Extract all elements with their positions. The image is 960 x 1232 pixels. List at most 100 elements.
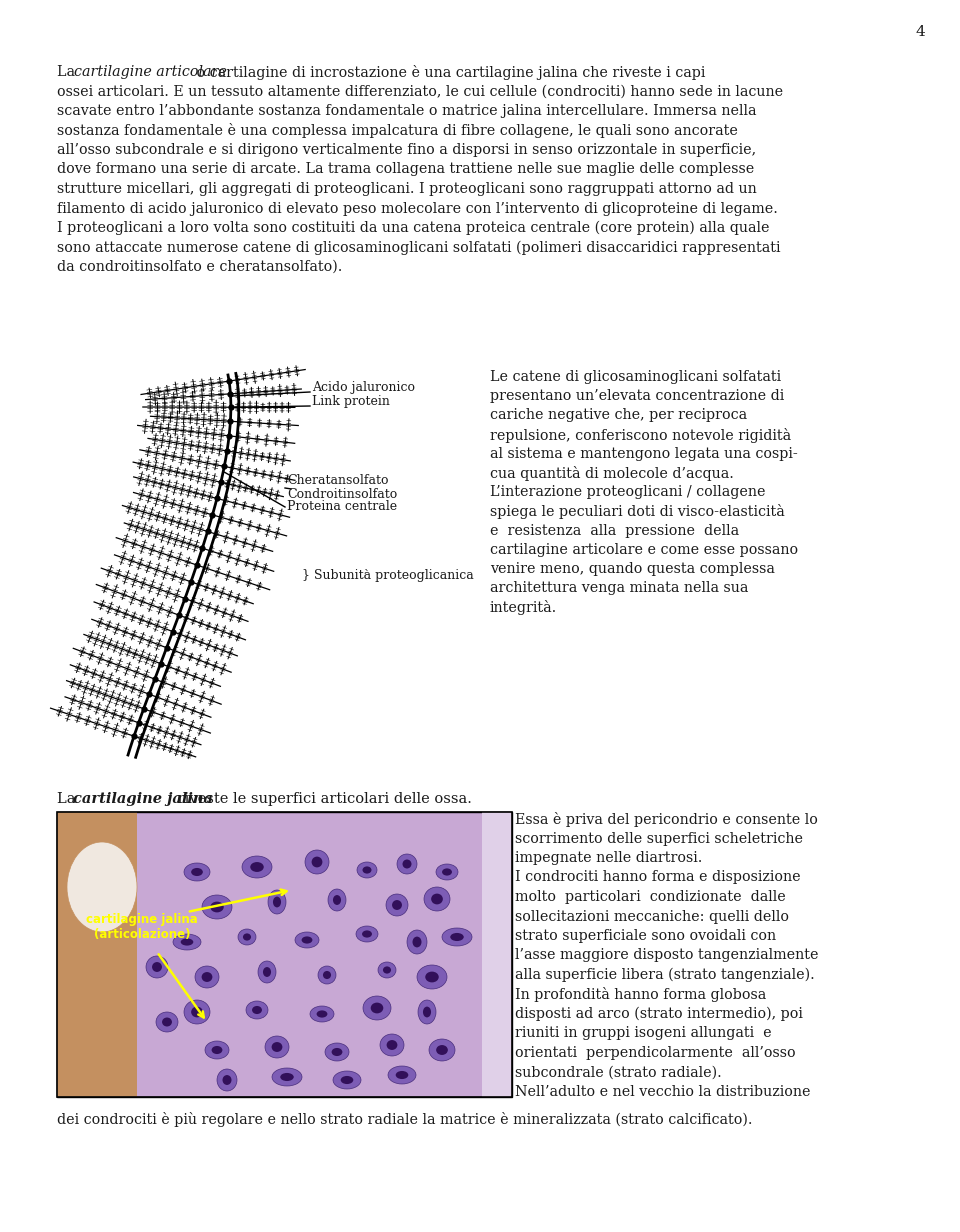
Text: alla superficie libera (strato tangenziale).: alla superficie libera (strato tangenzia…: [515, 968, 815, 982]
Ellipse shape: [417, 965, 447, 989]
Text: all’osso subcondrale e si dirigono verticalmente fino a disporsi in senso orizzo: all’osso subcondrale e si dirigono verti…: [57, 143, 756, 156]
Ellipse shape: [265, 1036, 289, 1058]
Ellipse shape: [223, 1076, 231, 1085]
Ellipse shape: [363, 866, 372, 873]
Ellipse shape: [371, 1003, 383, 1014]
Ellipse shape: [312, 856, 323, 867]
Text: orientati  perpendicolarmente  all’osso: orientati perpendicolarmente all’osso: [515, 1046, 796, 1060]
Text: disposti ad arco (strato intermedio), poi: disposti ad arco (strato intermedio), po…: [515, 1007, 803, 1021]
Text: architettura venga minata nella sua: architettura venga minata nella sua: [490, 582, 749, 595]
Ellipse shape: [383, 966, 391, 973]
Text: I condrociti hanno forma e disposizione: I condrociti hanno forma e disposizione: [515, 871, 801, 885]
Text: Nell’adulto e nel vecchio la distribuzione: Nell’adulto e nel vecchio la distribuzio…: [515, 1085, 810, 1099]
Ellipse shape: [156, 1011, 178, 1032]
Text: cariche negative che, per reciproca: cariche negative che, per reciproca: [490, 408, 747, 423]
Ellipse shape: [184, 1000, 210, 1024]
Ellipse shape: [268, 890, 286, 914]
Text: cua quantità di molecole d’acqua.: cua quantità di molecole d’acqua.: [490, 466, 733, 480]
Ellipse shape: [217, 1069, 237, 1092]
Bar: [57, 812, 512, 1096]
Bar: [57, 812, 512, 1096]
Ellipse shape: [272, 1068, 302, 1085]
Ellipse shape: [146, 956, 168, 978]
Text: repulsione, conferiscono notevole rigidità: repulsione, conferiscono notevole rigidi…: [490, 428, 791, 442]
Ellipse shape: [152, 962, 162, 972]
Ellipse shape: [202, 972, 212, 982]
Text: La: La: [57, 65, 80, 79]
Text: scavate entro l’abbondante sostanza fondamentale o matrice jalina intercellulare: scavate entro l’abbondante sostanza fond…: [57, 103, 756, 118]
Ellipse shape: [331, 1048, 343, 1056]
Ellipse shape: [202, 894, 232, 919]
Text: riveste le superfici articolari delle ossa.: riveste le superfici articolari delle os…: [173, 792, 472, 806]
Text: cartilagine articolare: cartilagine articolare: [74, 65, 227, 79]
Text: o cartilagine di incrostazione è una cartilagine jalina che riveste i capi: o cartilagine di incrostazione è una car…: [192, 65, 706, 80]
Text: dove formano una serie di arcate. La trama collagena trattiene nelle sue maglie : dove formano una serie di arcate. La tra…: [57, 163, 755, 176]
Ellipse shape: [425, 972, 439, 982]
Ellipse shape: [173, 934, 201, 950]
Bar: [482, 812, 512, 1096]
Ellipse shape: [392, 901, 402, 910]
Bar: [57, 812, 137, 1096]
Text: } Subunità proteoglicanica: } Subunità proteoglicanica: [302, 568, 473, 582]
Ellipse shape: [450, 933, 464, 941]
Ellipse shape: [442, 928, 472, 946]
Ellipse shape: [252, 1007, 262, 1014]
Text: sono attaccate numerose catene di glicosaminoglicani solfatati (polimeri disacca: sono attaccate numerose catene di glicos…: [57, 240, 780, 255]
Text: In profondità hanno forma globosa: In profondità hanno forma globosa: [515, 988, 766, 1003]
Text: spiega le peculiari doti di visco-elasticità: spiega le peculiari doti di visco-elasti…: [490, 504, 784, 520]
Ellipse shape: [431, 893, 443, 904]
Text: Cheratansolfato: Cheratansolfato: [287, 474, 389, 488]
Ellipse shape: [191, 869, 203, 876]
Ellipse shape: [424, 887, 450, 910]
Text: sostanza fondamentale è una complessa impalcatura di fibre collagene, le quali s: sostanza fondamentale è una complessa im…: [57, 123, 738, 138]
Ellipse shape: [295, 931, 319, 947]
Ellipse shape: [378, 962, 396, 978]
Text: I proteoglicani a loro volta sono costituiti da una catena proteica centrale (co: I proteoglicani a loro volta sono costit…: [57, 221, 770, 235]
Ellipse shape: [436, 1045, 448, 1055]
Text: La: La: [57, 792, 80, 806]
Text: impegnate nelle diartrosi.: impegnate nelle diartrosi.: [515, 851, 703, 865]
Text: subcondrale (strato radiale).: subcondrale (strato radiale).: [515, 1066, 722, 1079]
Ellipse shape: [362, 930, 372, 938]
Ellipse shape: [242, 856, 272, 878]
Text: Acido jaluronico: Acido jaluronico: [312, 382, 415, 394]
Text: riuniti in gruppi isogeni allungati  e: riuniti in gruppi isogeni allungati e: [515, 1026, 772, 1041]
Text: filamento di acido jaluronico di elevato peso molecolare con l’intervento di gli: filamento di acido jaluronico di elevato…: [57, 202, 778, 216]
Ellipse shape: [333, 896, 341, 906]
Ellipse shape: [328, 890, 346, 910]
Ellipse shape: [310, 1007, 334, 1023]
Text: cartilagine jalina
(articolazione): cartilagine jalina (articolazione): [86, 913, 198, 941]
Ellipse shape: [436, 864, 458, 880]
Ellipse shape: [251, 862, 264, 872]
Ellipse shape: [363, 995, 391, 1020]
Text: dei condrociti è più regolare e nello strato radiale la matrice è mineralizzata : dei condrociti è più regolare e nello st…: [57, 1112, 753, 1127]
Ellipse shape: [191, 1007, 203, 1018]
Text: Condroitinsolfato: Condroitinsolfato: [287, 488, 397, 500]
Text: L’interazione proteoglicani / collagene: L’interazione proteoglicani / collagene: [490, 485, 765, 499]
Ellipse shape: [397, 854, 417, 873]
Text: 4: 4: [915, 25, 924, 39]
Ellipse shape: [341, 1076, 353, 1084]
Ellipse shape: [423, 1007, 431, 1018]
Ellipse shape: [442, 869, 452, 876]
Ellipse shape: [407, 930, 427, 954]
Ellipse shape: [263, 967, 271, 977]
Ellipse shape: [333, 1071, 361, 1089]
Ellipse shape: [429, 1039, 455, 1061]
Ellipse shape: [162, 1018, 172, 1026]
Ellipse shape: [356, 926, 378, 942]
Ellipse shape: [243, 934, 252, 940]
Ellipse shape: [323, 971, 331, 979]
Ellipse shape: [180, 939, 193, 946]
Ellipse shape: [273, 897, 281, 908]
Ellipse shape: [418, 1000, 436, 1024]
Ellipse shape: [318, 966, 336, 984]
Ellipse shape: [67, 841, 137, 931]
Text: Essa è priva del pericondrio e consente lo: Essa è priva del pericondrio e consente …: [515, 812, 818, 827]
Ellipse shape: [246, 1000, 268, 1019]
Text: strato superficiale sono ovoidali con: strato superficiale sono ovoidali con: [515, 929, 776, 942]
Ellipse shape: [305, 850, 329, 873]
Text: scorrimento delle superfici scheletriche: scorrimento delle superfici scheletriche: [515, 832, 803, 845]
Ellipse shape: [387, 1040, 397, 1050]
Text: Proteina centrale: Proteina centrale: [287, 500, 397, 514]
